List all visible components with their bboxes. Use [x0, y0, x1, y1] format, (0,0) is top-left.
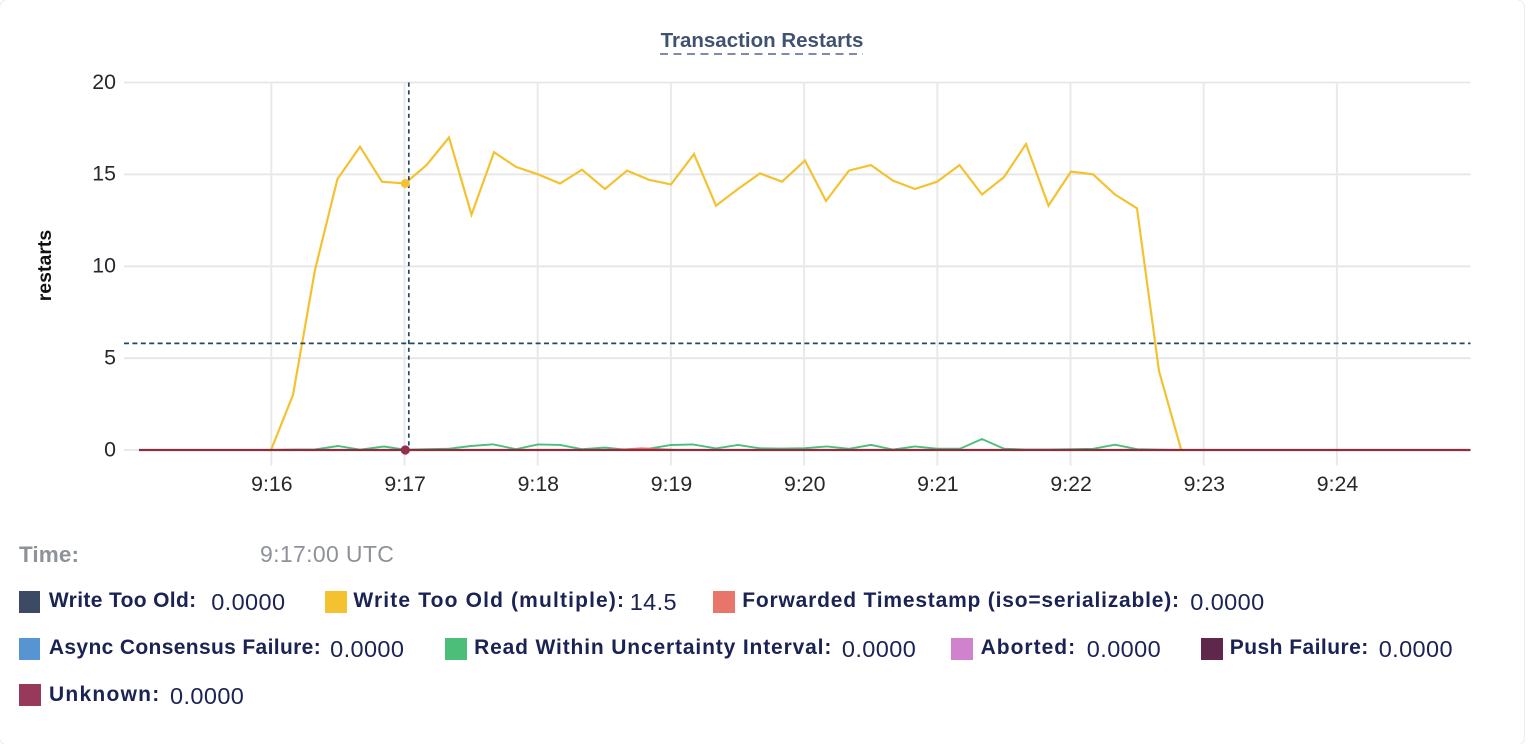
svg-text:9:18: 9:18	[518, 472, 559, 496]
svg-text:9:24: 9:24	[1317, 472, 1359, 496]
svg-text:15: 15	[92, 162, 116, 186]
svg-text:9:21: 9:21	[917, 472, 958, 496]
svg-text:9:23: 9:23	[1184, 472, 1225, 496]
svg-text:restarts: restarts	[34, 230, 56, 302]
svg-text:9:20: 9:20	[784, 472, 826, 496]
svg-text:10: 10	[92, 254, 116, 278]
svg-text:9:19: 9:19	[651, 472, 692, 496]
svg-text:0: 0	[104, 437, 116, 461]
svg-text:9:17: 9:17	[384, 472, 425, 496]
svg-text:9:22: 9:22	[1050, 472, 1091, 496]
svg-text:20: 20	[92, 70, 116, 94]
svg-text:9:16: 9:16	[251, 472, 292, 496]
svg-text:5: 5	[104, 346, 116, 370]
